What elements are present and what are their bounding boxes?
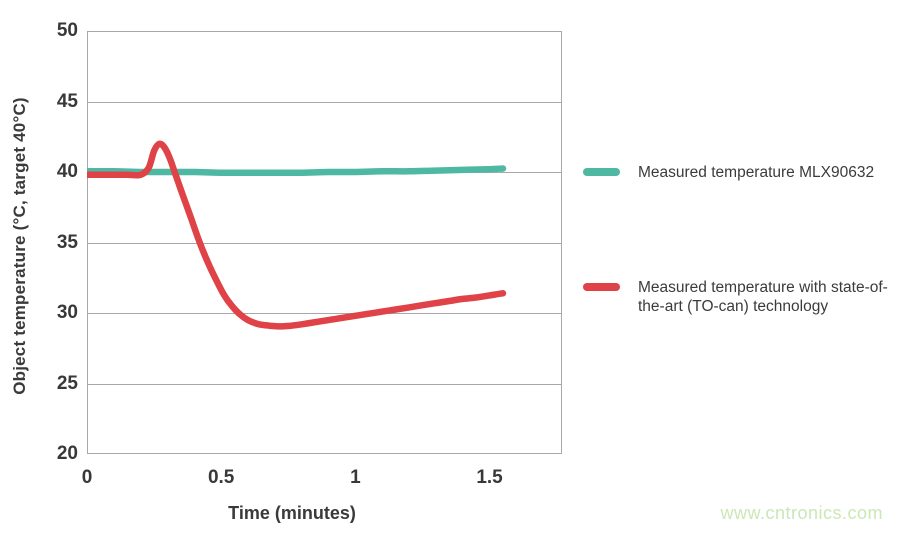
series-line-0 — [87, 165, 507, 176]
x-tick-label: 1 — [350, 467, 361, 488]
series-line-1 — [87, 140, 507, 330]
x-tick-label: 1.5 — [476, 467, 503, 488]
y-tick-label: 20 — [56, 443, 78, 464]
plot-area — [87, 31, 562, 454]
y-tick-label: 45 — [56, 90, 78, 112]
teal-line-swatch-icon — [583, 168, 620, 176]
legend-label-tocan: Measured temperature with state-of-the-a… — [638, 279, 888, 315]
x-axis-title: Time (minutes) — [228, 503, 356, 523]
legend-label-mlx90632: Measured temperature MLX90632 — [638, 164, 875, 181]
watermark: www.cntronics.com — [720, 503, 883, 523]
x-tick-label: 0.5 — [207, 467, 235, 488]
y-tick-label: 25 — [56, 372, 78, 394]
y-tick-label: 50 — [56, 20, 78, 41]
plot-border — [87, 31, 562, 454]
y-tick-label: 35 — [56, 231, 78, 253]
y-tick-label: 30 — [56, 302, 78, 323]
y-tick-label: 40 — [56, 161, 78, 182]
red-line-swatch-icon — [583, 283, 620, 291]
legend-entry-mlx90632: Measured temperature MLX90632 — [583, 163, 874, 182]
x-tick-label: 0 — [81, 467, 93, 488]
legend-entry-tocan: Measured temperature with state-of-the-a… — [583, 278, 890, 316]
